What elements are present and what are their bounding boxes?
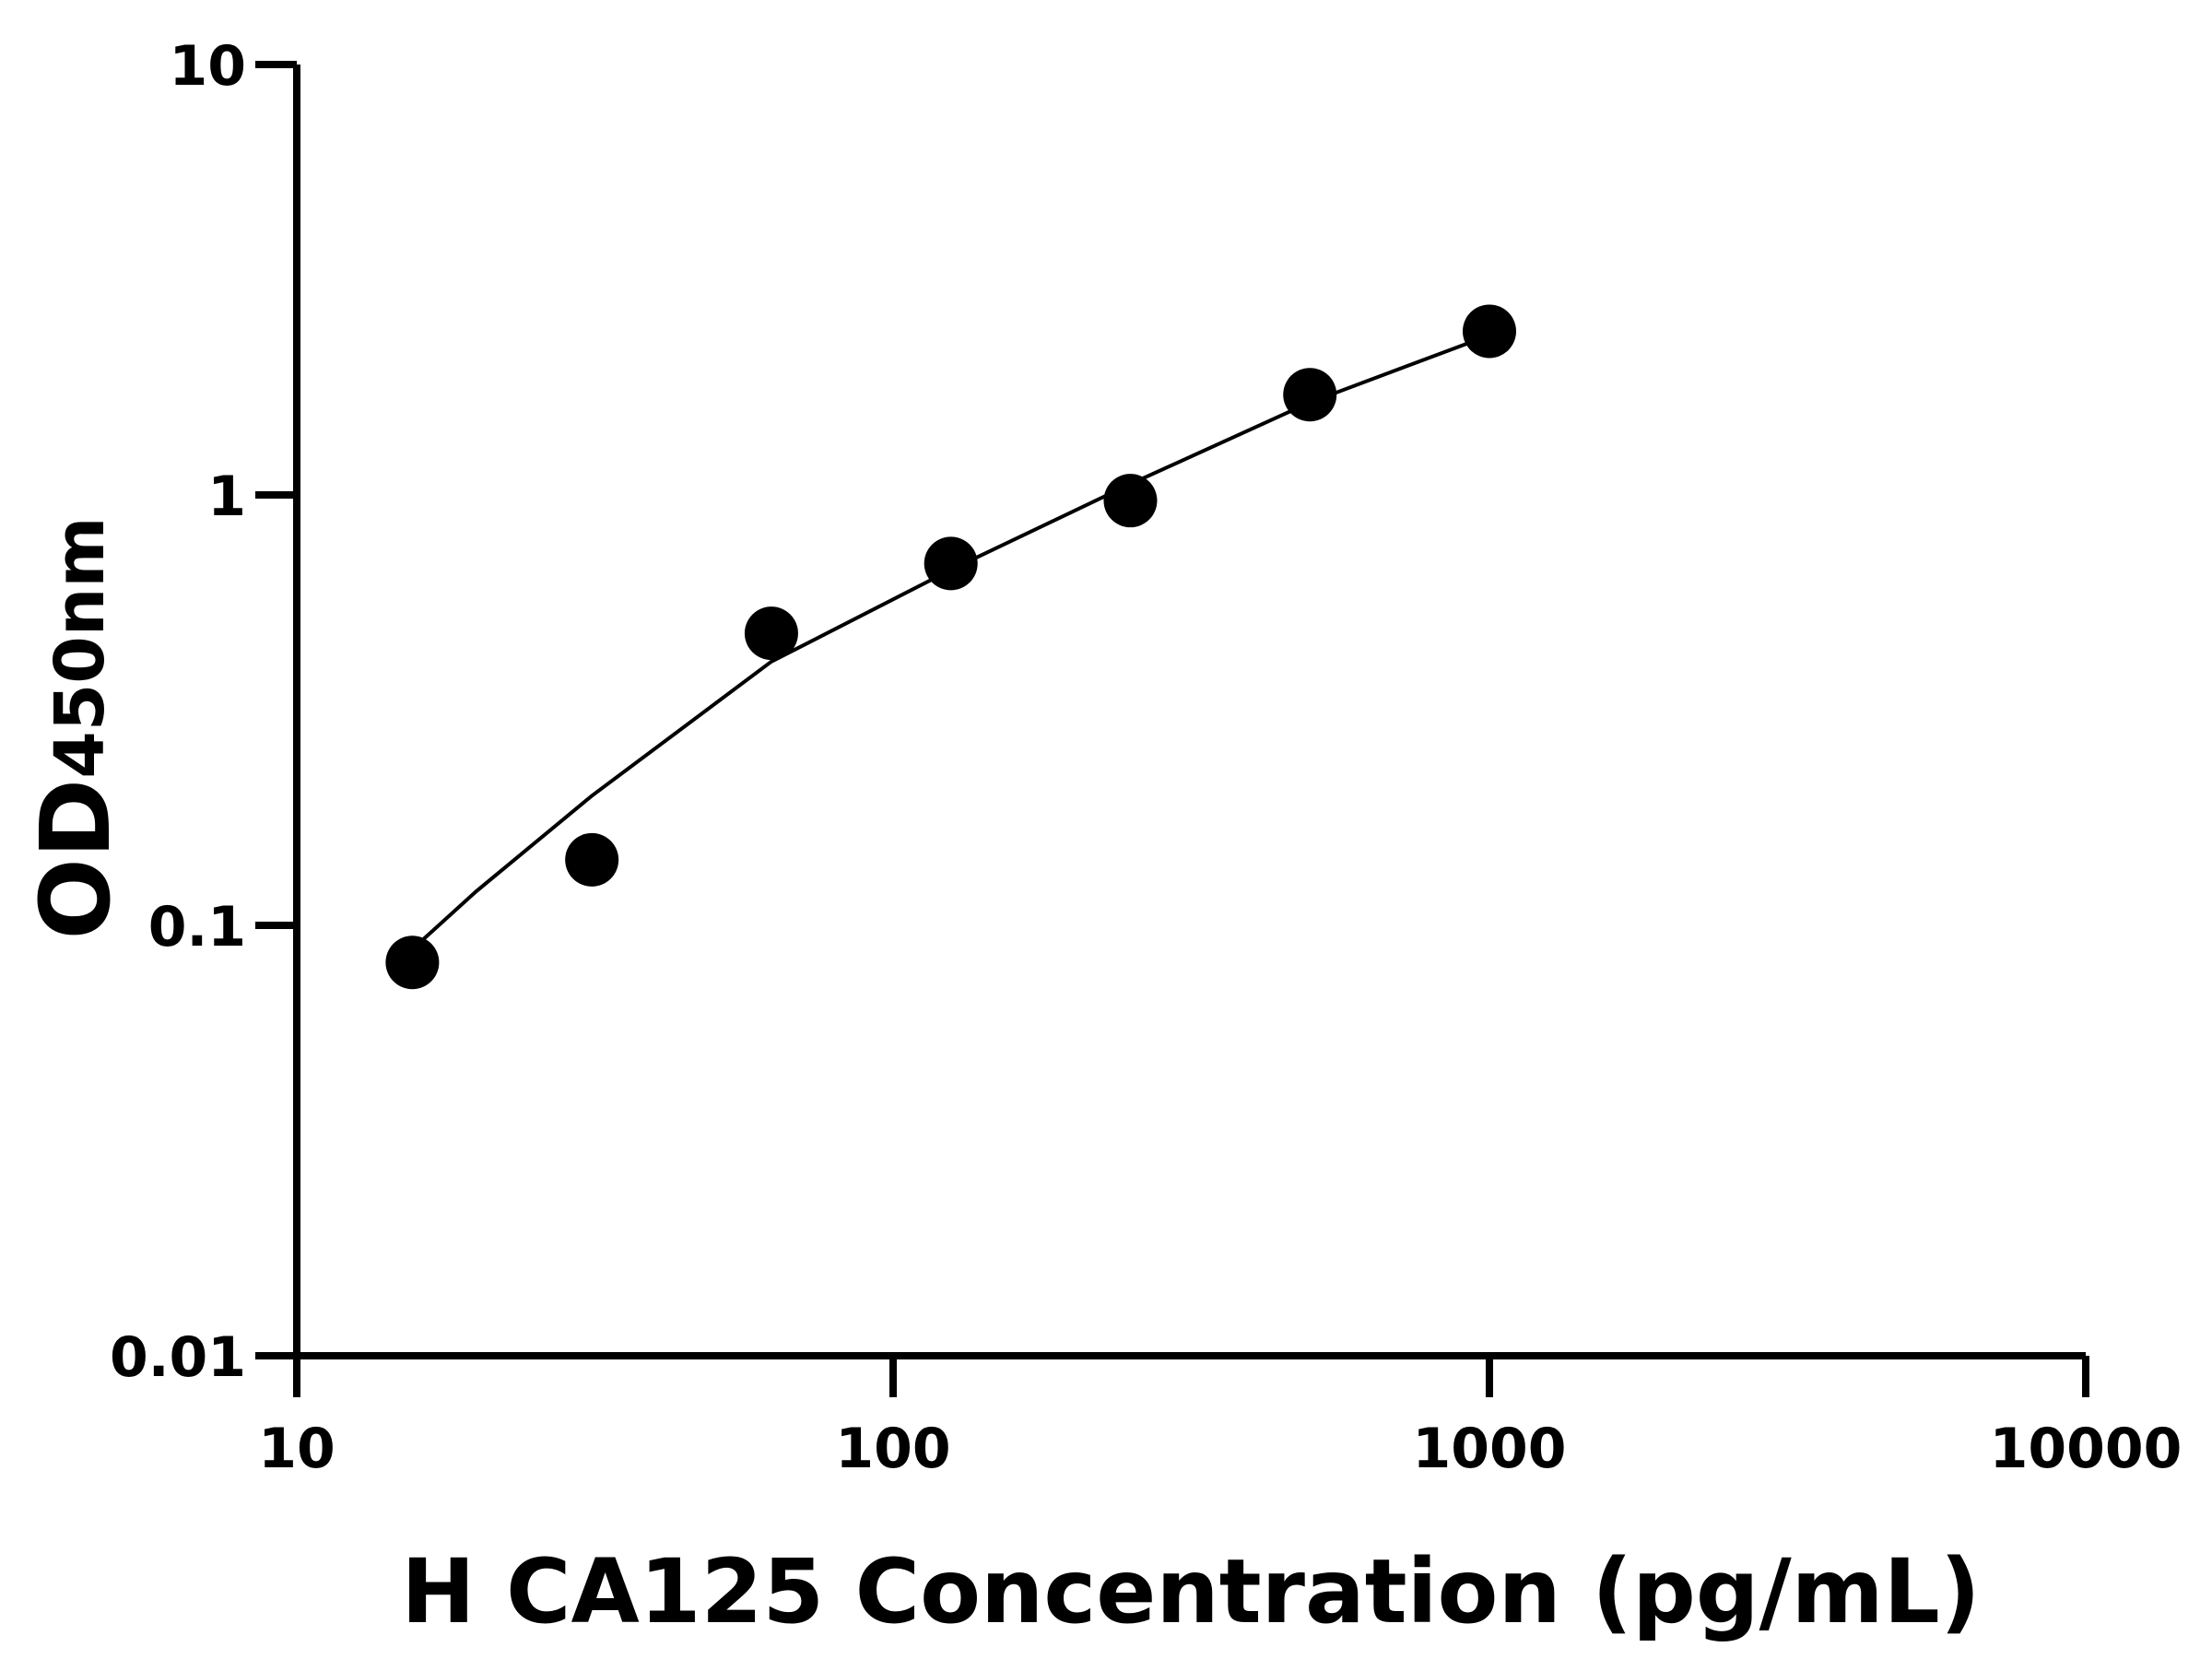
x-tick-label: 1000 (1413, 1417, 1567, 1481)
data-point (924, 536, 978, 591)
y-tick-label: 0.01 (110, 1325, 246, 1390)
data-point (1283, 368, 1337, 422)
data-point (1463, 304, 1516, 359)
y-axis-title-sub: 450nm (41, 516, 120, 778)
y-axis-title-main: OD (19, 779, 132, 940)
data-point (385, 935, 440, 990)
y-tick-label: 0.1 (148, 895, 246, 959)
fit-curve (411, 333, 1490, 951)
data-point (565, 832, 619, 887)
x-axis-title: H CA125 Concentration (pg/mL) (401, 1540, 1980, 1643)
y-tick-label: 10 (170, 34, 247, 99)
y-axis-title: OD450nm (19, 516, 132, 939)
data-point (1103, 474, 1158, 528)
x-tick-label: 10000 (1990, 1417, 2183, 1481)
data-point (744, 606, 798, 661)
y-tick-label: 1 (207, 465, 246, 529)
x-tick-label: 10 (258, 1417, 335, 1481)
x-tick-label: 100 (835, 1417, 950, 1481)
